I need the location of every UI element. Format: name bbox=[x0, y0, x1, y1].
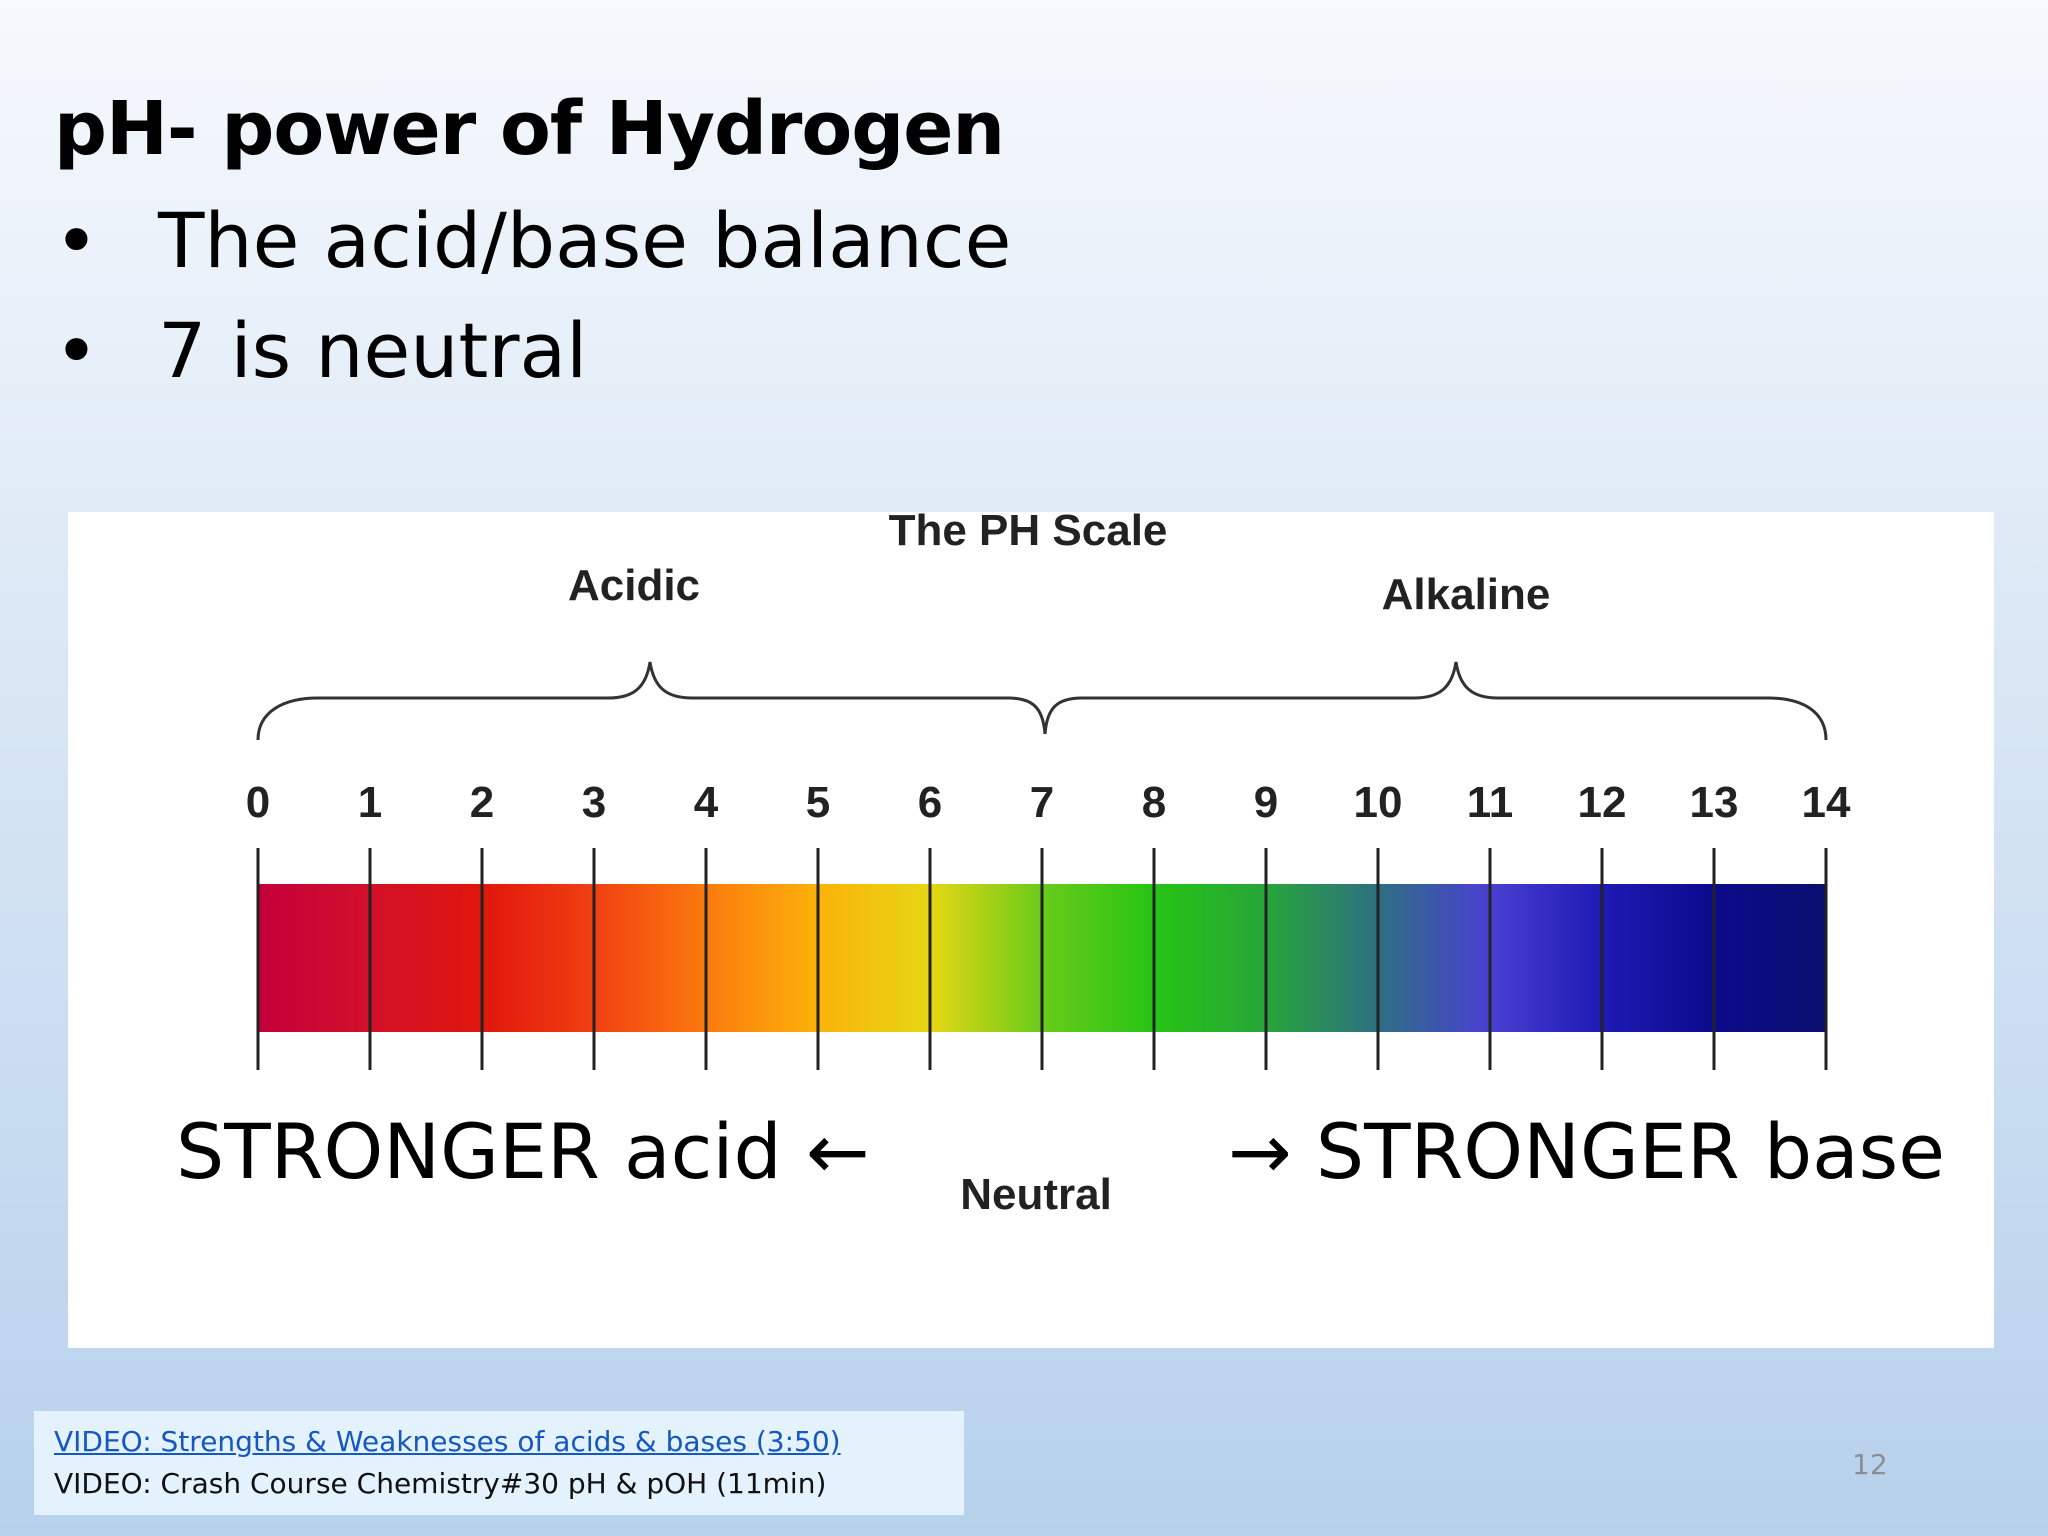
tick-label: 10 bbox=[1354, 778, 1403, 827]
video-crash-course-text: VIDEO: Crash Course Chemistry#30 pH & pO… bbox=[54, 1467, 827, 1500]
bullet-text: 7 is neutral bbox=[158, 306, 588, 395]
tick-label: 5 bbox=[806, 778, 830, 827]
video-links-box: VIDEO: Strengths & Weaknesses of acids &… bbox=[34, 1411, 964, 1515]
tick-label: 7 bbox=[1030, 778, 1054, 827]
tick-label: 0 bbox=[246, 778, 270, 827]
tick-label: 9 bbox=[1254, 778, 1278, 827]
acidic-label: Acidic bbox=[568, 561, 700, 610]
stronger-acid-label: STRONGER acid ← bbox=[176, 1107, 870, 1196]
bullet-marker: • bbox=[54, 306, 99, 395]
tick-label: 6 bbox=[918, 778, 942, 827]
video-link-strengths[interactable]: VIDEO: Strengths & Weaknesses of acids &… bbox=[54, 1425, 841, 1458]
tick-label: 2 bbox=[470, 778, 494, 827]
alkaline-label: Alkaline bbox=[1382, 570, 1551, 619]
slide-number: 12 bbox=[1852, 1448, 1888, 1481]
tick-label: 12 bbox=[1578, 778, 1627, 827]
alkaline-brace bbox=[1043, 661, 1828, 741]
tick-group: 0 1 2 3 4 5 6 7 8 9 10 11 12 13 14 bbox=[246, 778, 1851, 1070]
slide-title: pH- power of Hydrogen bbox=[54, 86, 1005, 172]
scale-title: The PH Scale bbox=[889, 512, 1168, 555]
acidic-brace bbox=[256, 661, 1047, 741]
stronger-base-label: → STRONGER base bbox=[1228, 1107, 1946, 1196]
tick-label: 13 bbox=[1690, 778, 1739, 827]
tick-label: 14 bbox=[1802, 778, 1851, 827]
tick-label: 8 bbox=[1142, 778, 1166, 827]
tick-label: 11 bbox=[1467, 778, 1514, 827]
tick-label: 4 bbox=[694, 778, 719, 827]
neutral-label: Neutral bbox=[960, 1170, 1112, 1219]
bullet-marker: • bbox=[54, 196, 99, 285]
bullet-text: The acid/base balance bbox=[158, 196, 1012, 285]
tick-label: 1 bbox=[358, 778, 382, 827]
tick-label: 3 bbox=[582, 778, 606, 827]
